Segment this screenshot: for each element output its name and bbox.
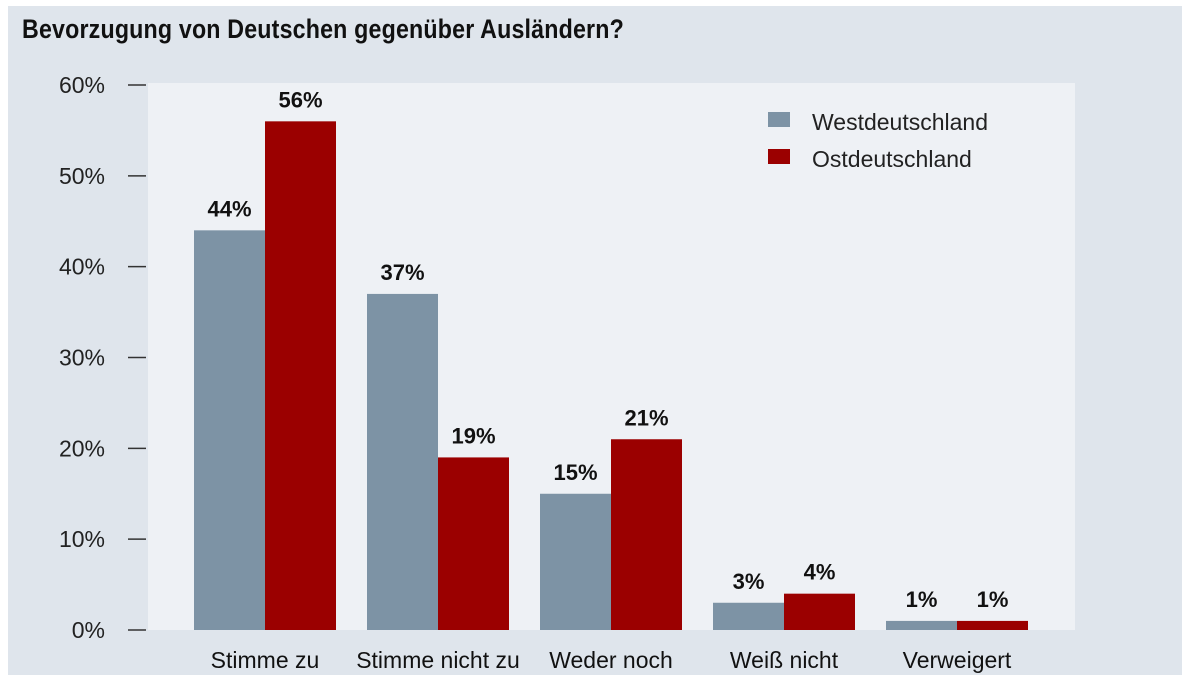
legend-label: Ostdeutschland	[812, 146, 972, 172]
x-category-label: Stimme zu	[211, 647, 320, 673]
data-label: 56%	[278, 87, 322, 112]
data-label: 21%	[624, 405, 668, 430]
bar-east	[611, 439, 682, 630]
data-label: 44%	[207, 196, 251, 221]
bar-west	[540, 493, 611, 630]
y-tick-label: 60%	[59, 72, 105, 98]
bar-east	[957, 620, 1028, 630]
legend-label: Westdeutschland	[812, 109, 988, 135]
y-tick-label: 20%	[59, 435, 105, 461]
y-tick-label: 30%	[59, 345, 105, 371]
bar-west	[886, 620, 957, 630]
chart-title: Bevorzugung von Deutschen gegenüber Ausl…	[22, 14, 624, 44]
bar-west	[367, 293, 438, 630]
y-tick-label: 50%	[59, 163, 105, 189]
bar-west	[713, 602, 784, 630]
x-category-label: Weder noch	[549, 647, 673, 673]
y-tick-label: 10%	[59, 526, 105, 552]
data-label: 1%	[906, 587, 938, 612]
bar-west	[194, 230, 265, 631]
bar-east	[265, 121, 336, 630]
data-label: 4%	[804, 560, 836, 585]
legend-swatch	[768, 149, 790, 164]
data-label: 1%	[977, 587, 1009, 612]
legend-swatch	[768, 112, 790, 127]
x-category-label: Verweigert	[903, 647, 1012, 673]
data-label: 15%	[553, 460, 597, 485]
x-category-label: Weiß nicht	[730, 647, 839, 673]
x-category-label: Stimme nicht zu	[356, 647, 520, 673]
bar-east	[784, 593, 855, 630]
y-tick-label: 40%	[59, 254, 105, 280]
data-label: 3%	[733, 569, 765, 594]
bar-east	[438, 457, 509, 630]
y-tick-label: 0%	[72, 617, 105, 643]
data-label: 19%	[451, 423, 495, 448]
data-label: 37%	[380, 260, 424, 285]
